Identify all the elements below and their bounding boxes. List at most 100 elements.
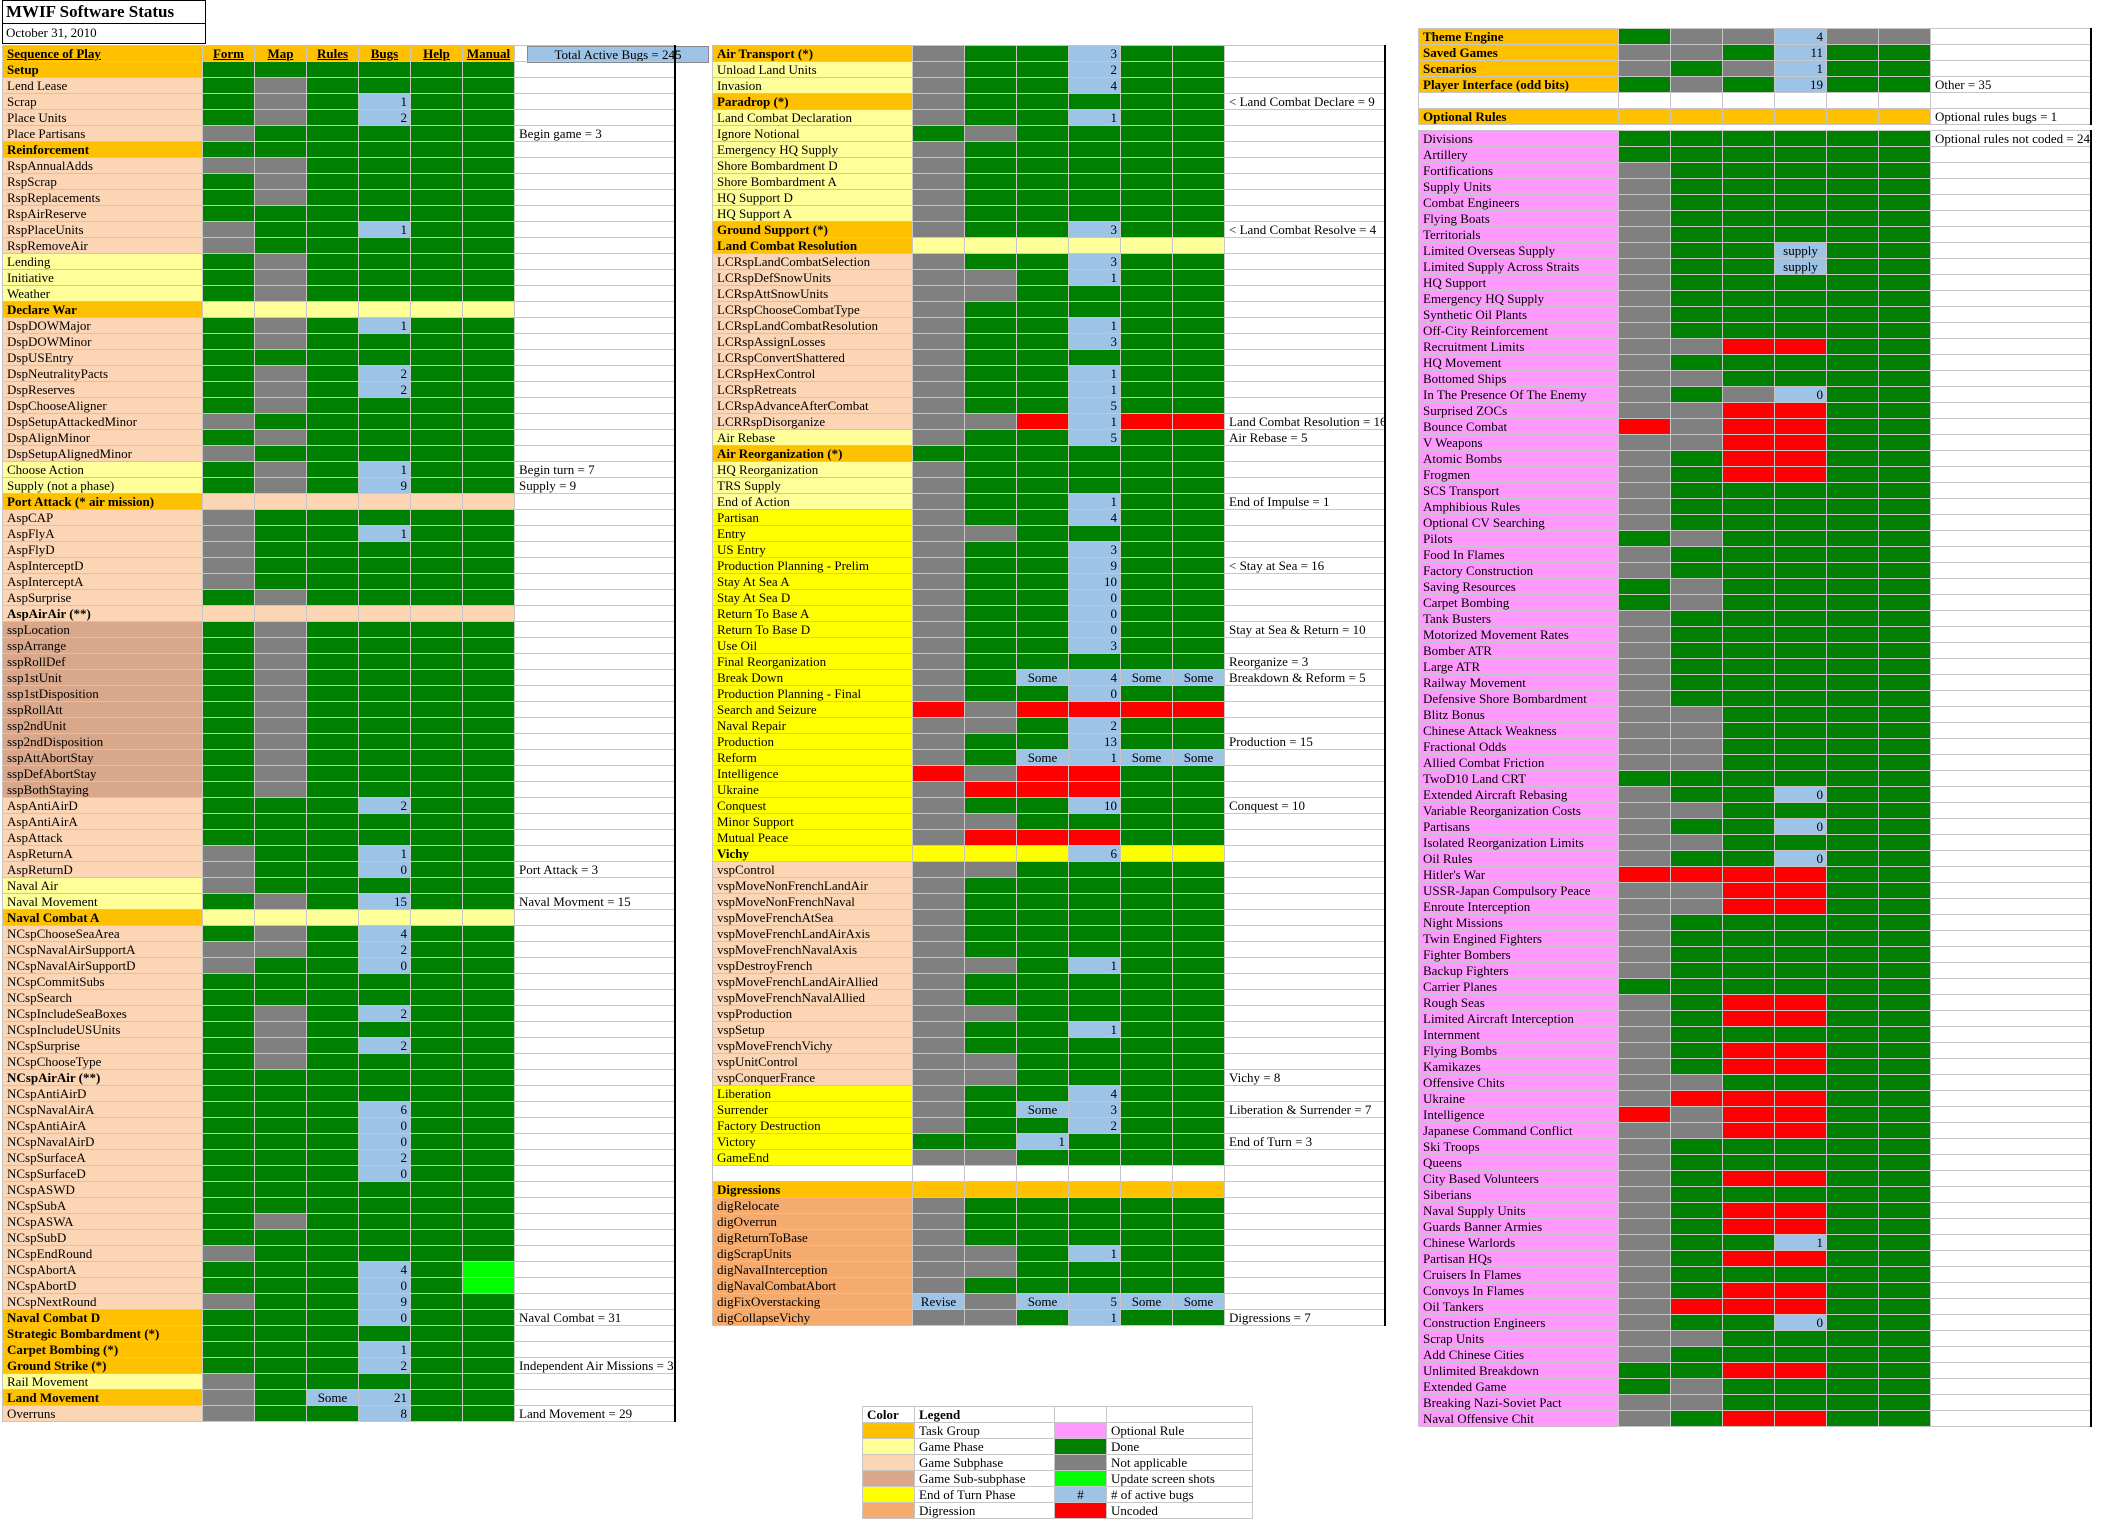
status-cell xyxy=(1120,61,1173,78)
status-cell xyxy=(202,829,255,846)
row-label: GameEnd xyxy=(712,1149,913,1166)
status-cell xyxy=(1120,525,1173,542)
table-row: Naval Combat A xyxy=(2,909,675,926)
status-cell xyxy=(1618,1330,1671,1347)
status-cell xyxy=(1120,1085,1173,1102)
status-cell xyxy=(964,317,1017,334)
status-cell: 21 xyxy=(358,1389,411,1406)
table-row: Scrap 1 xyxy=(2,93,675,110)
row-label: Choose Action xyxy=(2,461,203,478)
status-cell xyxy=(1172,349,1225,366)
note-cell xyxy=(514,1341,675,1358)
status-cell: 4 xyxy=(1068,1085,1121,1102)
status-cell xyxy=(1878,930,1931,947)
status-cell xyxy=(1722,386,1775,403)
note-cell xyxy=(514,349,675,366)
status-cell xyxy=(1618,946,1671,963)
status-cell xyxy=(254,909,307,926)
status-cell xyxy=(1878,1122,1931,1139)
status-cell xyxy=(254,1181,307,1198)
note-cell xyxy=(1930,514,2091,531)
status-cell xyxy=(1878,546,1931,563)
column-header: Manual xyxy=(462,45,515,62)
note-cell xyxy=(1224,445,1385,462)
note-cell xyxy=(514,381,675,398)
status-cell xyxy=(1826,1410,1879,1427)
note-cell xyxy=(514,1037,675,1054)
row-label: Victory xyxy=(712,1133,913,1150)
status-cell xyxy=(410,669,463,686)
table-row: DspSetupAttackedMinor xyxy=(2,413,675,430)
row-label: RspScrap xyxy=(2,173,203,190)
status-cell xyxy=(1826,210,1879,227)
status-cell xyxy=(1774,754,1827,771)
status-cell xyxy=(1826,1346,1879,1363)
status-cell xyxy=(462,861,515,878)
status-cell xyxy=(1826,1266,1879,1283)
status-cell xyxy=(1172,285,1225,302)
status-cell: 0 xyxy=(1068,685,1121,702)
status-cell xyxy=(1670,642,1723,659)
status-cell xyxy=(1068,1069,1121,1086)
status-cell xyxy=(306,1293,359,1310)
table-row: Fortifications xyxy=(1418,162,2091,179)
status-cell xyxy=(410,1309,463,1326)
status-cell xyxy=(912,397,965,414)
status-cell xyxy=(202,1181,255,1198)
status-cell xyxy=(1670,386,1723,403)
status-cell xyxy=(1878,866,1931,883)
status-cell xyxy=(1172,1021,1225,1038)
status-cell xyxy=(1722,834,1775,851)
status-cell xyxy=(306,397,359,414)
row-label: Unlimited Breakdown xyxy=(1418,1362,1619,1379)
note-cell xyxy=(1930,690,2091,707)
note-cell xyxy=(1224,973,1385,990)
status-cell xyxy=(1670,92,1723,109)
status-cell xyxy=(358,733,411,750)
status-cell xyxy=(1774,882,1827,899)
status-cell: 1 xyxy=(1068,1309,1121,1326)
status-cell xyxy=(1774,108,1827,125)
status-cell xyxy=(912,61,965,78)
status-cell xyxy=(964,749,1017,766)
status-cell xyxy=(202,1117,255,1134)
status-cell xyxy=(358,781,411,798)
note-cell xyxy=(514,493,675,510)
note-cell xyxy=(1224,189,1385,206)
status-cell xyxy=(1878,594,1931,611)
status-cell xyxy=(1826,594,1879,611)
note-cell xyxy=(1930,1106,2091,1123)
status-cell: 4 xyxy=(1774,28,1827,45)
status-cell xyxy=(1120,413,1173,430)
status-cell xyxy=(254,205,307,222)
status-cell xyxy=(1722,108,1775,125)
status-cell xyxy=(202,109,255,126)
status-cell xyxy=(1878,146,1931,163)
status-cell xyxy=(1016,1165,1069,1182)
status-cell xyxy=(964,349,1017,366)
status-cell xyxy=(964,733,1017,750)
status-cell xyxy=(202,525,255,542)
table-row: NCspSearch xyxy=(2,989,675,1006)
row-label: Naval Combat A xyxy=(2,909,203,926)
status-cell xyxy=(1826,770,1879,787)
row-label: vspMoveFrenchAtSea xyxy=(712,909,913,926)
status-cell xyxy=(1016,1069,1069,1086)
table-row: NCspSurfaceD 0 xyxy=(2,1165,675,1182)
status-cell xyxy=(964,925,1017,942)
row-label: Partisans xyxy=(1418,818,1619,835)
status-cell xyxy=(1172,877,1225,894)
status-cell: 0 xyxy=(358,1309,411,1326)
table-row: RspRemoveAir xyxy=(2,237,675,254)
table-row: AspAntiAirA xyxy=(2,813,675,830)
status-cell xyxy=(1618,1266,1671,1283)
row-label: RspAnnualAdds xyxy=(2,157,203,174)
table-row: AspCAP xyxy=(2,509,675,526)
status-cell xyxy=(1826,226,1879,243)
status-cell xyxy=(1670,530,1723,547)
status-cell xyxy=(1878,914,1931,931)
row-label: AspFlyA xyxy=(2,525,203,542)
status-cell xyxy=(1722,882,1775,899)
status-cell xyxy=(254,669,307,686)
status-cell xyxy=(1670,962,1723,979)
